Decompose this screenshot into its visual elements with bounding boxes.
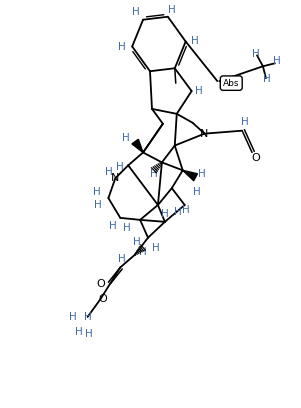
Text: H: H	[150, 169, 158, 179]
Text: N: N	[200, 129, 209, 139]
Text: H: H	[118, 42, 126, 53]
Text: H: H	[122, 133, 130, 143]
Text: H: H	[123, 223, 131, 233]
Text: H: H	[161, 209, 169, 219]
Text: O: O	[96, 279, 105, 289]
Text: H: H	[252, 49, 260, 60]
Text: H: H	[132, 7, 140, 17]
Text: Abs: Abs	[223, 79, 240, 88]
Text: H: H	[110, 221, 117, 231]
Text: H: H	[116, 162, 124, 172]
Text: N: N	[111, 173, 119, 183]
Text: H: H	[133, 237, 141, 247]
Text: H: H	[193, 187, 200, 197]
Text: H: H	[69, 312, 76, 322]
Text: H: H	[263, 74, 271, 84]
Text: H: H	[152, 243, 160, 253]
Text: H: H	[174, 207, 182, 217]
Text: H: H	[198, 169, 205, 179]
Text: H: H	[104, 167, 112, 177]
Polygon shape	[132, 139, 143, 153]
Text: H: H	[191, 35, 198, 46]
Text: H: H	[241, 117, 249, 127]
Text: H: H	[195, 86, 203, 96]
Text: H: H	[139, 246, 147, 257]
Text: H: H	[85, 329, 92, 339]
Text: H: H	[94, 200, 101, 210]
Text: H: H	[168, 5, 176, 15]
Text: H: H	[118, 255, 126, 264]
Text: H: H	[93, 187, 100, 197]
Text: O: O	[252, 153, 260, 164]
Polygon shape	[183, 170, 197, 181]
Text: H: H	[182, 205, 190, 215]
Text: H: H	[75, 327, 82, 337]
Text: H: H	[84, 312, 92, 322]
Text: H: H	[273, 56, 281, 67]
Text: O: O	[98, 294, 107, 304]
